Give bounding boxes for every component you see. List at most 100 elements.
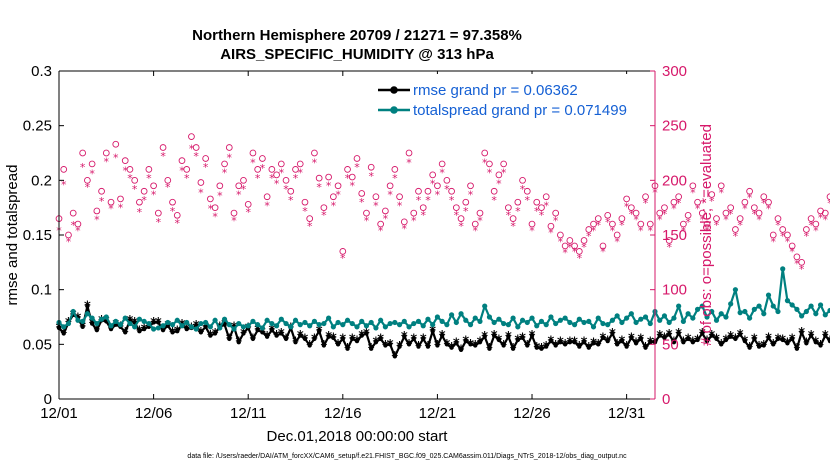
obs-possible-point [282,176,290,184]
rmse-point-core [302,336,308,342]
spread-point [373,325,379,331]
spread-point [302,319,308,326]
obs-possible-point [471,220,479,228]
spread-point [113,318,119,324]
spread-point [401,318,407,324]
obs-possible-point [254,166,262,173]
obs-possible-point [65,231,72,239]
spread-point [221,316,228,322]
obs-possible-point [434,182,441,190]
obs-possible-point [462,198,470,206]
obs-possible-point [117,195,124,203]
obs-evaluated-point: * [482,157,488,170]
spread-point [80,318,86,324]
obs-evaluated-point: * [387,188,393,201]
obs-evaluated-point: * [307,220,313,233]
spread-point [519,317,526,323]
obs-possible-point [774,215,782,222]
obs-evaluated-point: * [99,195,105,208]
spread-point [316,322,322,328]
spread-point [103,314,109,320]
obs-evaluated-point: * [468,188,474,201]
obs-evaluated-point: * [515,205,521,218]
obs-possible-point [443,176,451,184]
spread-point [557,317,563,323]
obs-possible-point [689,182,697,190]
rmse-point-core [449,345,454,350]
rmse-point-core [756,344,762,349]
obs-evaluated-point: * [439,167,445,180]
spread-point [576,316,582,322]
obs-evaluated-point: * [368,170,374,183]
spread-point [217,325,223,331]
rmse-point-core [624,344,629,349]
rmse-point-core [312,336,317,342]
obs-possible-point [760,193,768,201]
obs-evaluated-point: * [595,219,601,232]
obs-possible-point [670,198,678,206]
obs-possible-point [192,144,200,151]
obs-evaluated-point: * [260,162,266,175]
obs-possible-point [273,171,280,179]
obs-possible-point [637,220,645,228]
legend-box [374,74,648,120]
y-tick-label-right: 100 [662,282,687,299]
obs-possible-point [131,176,139,184]
spread-point [141,318,147,324]
spread-point [354,324,360,330]
rmse-point-core [364,331,369,336]
spread-point [70,308,76,315]
spread-point [94,320,100,327]
spread-point [108,323,114,329]
obs-evaluated-point: * [657,214,663,227]
obs-possible-point [372,193,380,201]
rmse-point-core [525,343,530,348]
obs-evaluated-point: * [624,200,630,213]
rmse-point-core [610,331,615,336]
rmse-point-core [61,331,66,336]
obs-possible-point [405,149,413,157]
rmse-point-core [241,331,246,336]
obs-possible-point [377,220,385,228]
obs-possible-point [826,193,830,201]
rmse-point-core [596,342,601,347]
rmse-point-core [685,336,691,342]
obs-evaluated-point: * [198,186,204,199]
spread-point [463,317,469,323]
obs-evaluated-point: * [558,235,564,248]
spread-point [368,319,374,326]
obs-possible-point [84,176,91,184]
spread-point [311,318,318,324]
spread-point [685,311,691,317]
spread-point [330,324,336,330]
obs-evaluated-point: * [491,194,497,207]
rmse-point-core [350,336,355,342]
rmse-point-core [695,337,700,343]
obs-possible-point [424,187,432,195]
rmse-point-core [331,335,336,340]
spread-point [728,301,734,307]
rmse-point-core [501,343,506,348]
rmse-point-core [468,342,473,347]
obs-evaluated-point: * [312,157,318,170]
obs-possible-point [367,163,375,171]
spread-point [203,319,209,326]
rmse-point-core [175,329,180,334]
spread-point [586,318,592,324]
rmse-point-core [293,339,298,345]
spread-point [335,319,341,326]
obs-possible-point [793,253,801,261]
obs-evaluated-point: * [818,211,824,224]
obs-possible-point [344,166,351,173]
obs-possible-point [727,204,735,212]
spread-point [614,313,620,319]
obs-evaluated-point: * [208,203,214,216]
rmse-point-core [160,327,166,333]
spread-point [84,311,90,317]
obs-evaluated-point: * [539,209,545,222]
obs-possible-point [547,222,555,230]
obs-possible-point [448,187,455,195]
obs-evaluated-point: * [766,203,772,216]
obs-possible-point [533,198,541,206]
obs-possible-point [557,231,564,239]
